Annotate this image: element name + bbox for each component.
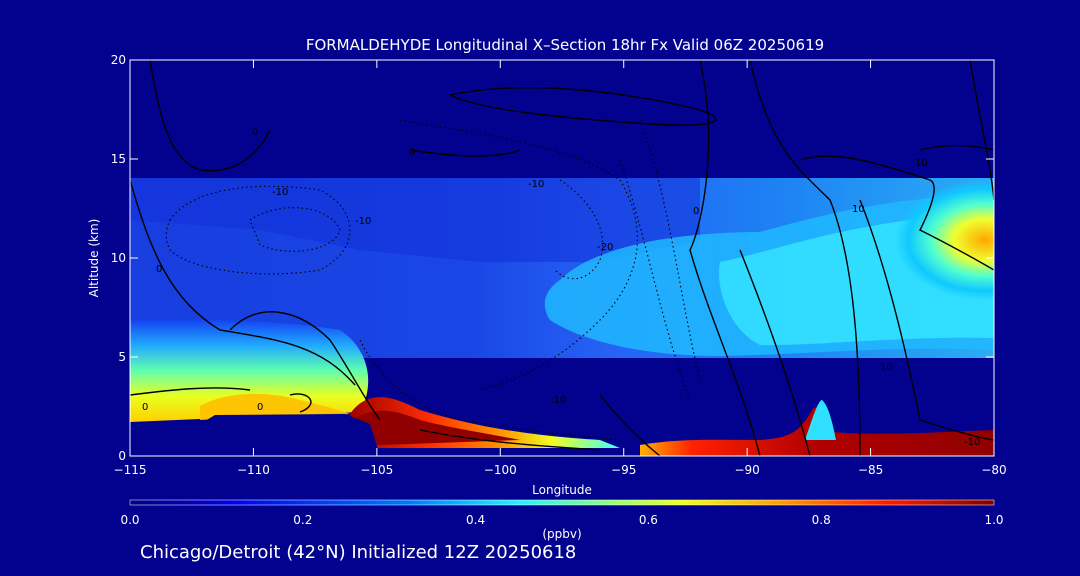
contour-label: 10 <box>915 158 928 169</box>
contour-label: -10 <box>272 187 288 198</box>
x-tick-label: −90 <box>734 463 759 477</box>
solid-contours <box>130 60 994 456</box>
contour-label: 0 <box>156 264 162 275</box>
colorbar-tick-label: 1.0 <box>984 513 1003 527</box>
y-axis-label: Altitude (km) <box>87 219 101 298</box>
contour-label: -10 <box>550 395 566 406</box>
x-tick-label: −115 <box>114 463 147 477</box>
chart-title: FORMALDEHYDE Longitudinal X–Section 18hr… <box>306 36 824 54</box>
contour-label-group: 0 0 0 0 -10 -10 -10 -20 10 10 10 -10 0 -… <box>142 127 980 448</box>
x-tick-label: −85 <box>858 463 883 477</box>
x-axis-label: Longitude <box>532 483 592 497</box>
y-axis: 0 5 10 15 20 <box>111 53 994 463</box>
contour-label: -20 <box>597 242 613 253</box>
terrain <box>130 414 380 456</box>
colorbar-tick-label: 0.4 <box>466 513 485 527</box>
colorbar-unit: (ppbv) <box>542 527 581 541</box>
colorbar-tick-label: 0.6 <box>639 513 658 527</box>
contour-label: 10 <box>880 362 893 373</box>
west-lower-orange <box>200 393 350 420</box>
colorbar <box>129 499 995 506</box>
surface-plume-dark <box>355 410 520 446</box>
x-tick-label: −80 <box>981 463 1006 477</box>
west-lower-field <box>130 319 369 422</box>
y-tick-label: 10 <box>111 251 126 265</box>
caption: Chicago/Detroit (42°N) Initialized 12Z 2… <box>140 542 577 563</box>
colorbar-tick-label: 0.2 <box>293 513 312 527</box>
upper-band-top-dark <box>130 178 700 262</box>
contour-label: 0 <box>257 402 263 413</box>
y-tick-label: 0 <box>118 449 126 463</box>
x-tick-label: −100 <box>484 463 517 477</box>
x-tick-label: −105 <box>360 463 393 477</box>
colorbar-tick-label: 0.0 <box>120 513 139 527</box>
plot-area: 0 0 0 0 -10 -10 -10 -20 10 10 10 -10 0 -… <box>130 60 994 456</box>
east-surface-spike <box>805 400 836 440</box>
y-tick-label: 5 <box>118 350 126 364</box>
colorbar-tick-label: 0.8 <box>812 513 831 527</box>
contour-label: -10 <box>964 437 980 448</box>
colorbar-ticks: 0.0 0.2 0.4 0.6 0.8 1.0 <box>120 513 1003 527</box>
contour-label: 0 <box>409 147 415 158</box>
contour-label: -10 <box>355 216 371 227</box>
contour-label: 0 <box>142 402 148 413</box>
x-axis: −115 −110 −105 −100 −95 −90 −85 −80 <box>114 60 1007 477</box>
x-tick-label: −95 <box>611 463 636 477</box>
dotted-contours <box>165 119 701 441</box>
east-maximum <box>895 180 994 300</box>
y-tick-label: 20 <box>111 53 126 67</box>
contour-label: 0 <box>693 206 699 217</box>
contour-label: -10 <box>528 179 544 190</box>
x-tick-label: −110 <box>237 463 270 477</box>
contour-label: 10 <box>852 204 865 215</box>
y-tick-label: 15 <box>111 152 126 166</box>
contour-label: 0 <box>252 127 258 138</box>
